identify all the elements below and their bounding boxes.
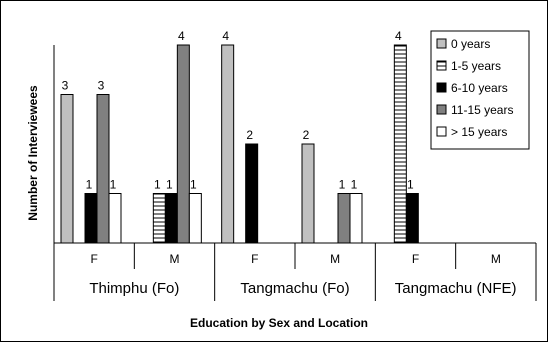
axes-layer: F M F M F M Thimphu (Fo) Tangmachu (Fo) Tangmach… [53,45,537,301]
x-axis-label: Education by Sex and Location [190,316,368,330]
x-tick-label: M [491,252,501,266]
group-label: Tangmachu (NFE) [395,280,517,297]
legend: 0 years 1-5 years 6-10 years 11-15 years > 1… [430,30,530,150]
bar-dark-gray-0 [96,94,110,244]
data-label: 4 [222,29,229,43]
data-label: 1 [154,178,161,192]
legend-entry: 11-15 years [451,103,513,117]
bar-light-gray-0 [60,94,74,244]
bar-horizontal-stripes-4 [393,44,407,244]
data-label: 1 [166,178,173,192]
legend-entry: 0 years [451,37,490,51]
bar-white-0 [108,193,122,244]
bar-black-1 [164,193,178,244]
x-tick-label: M [170,252,180,266]
y-axis-label: Number of Interviewees [26,85,40,221]
legend-box [430,30,530,150]
data-label: 1 [407,178,414,192]
data-label: 4 [395,29,402,43]
bar-white-3 [349,193,363,244]
bar-black-2 [245,143,259,244]
data-label: 3 [98,79,105,93]
x-tick-label: M [330,252,340,266]
bar-white-1 [188,193,202,244]
bars-layer [60,44,419,244]
data-label: 1 [351,178,358,192]
bar-light-gray-3 [301,143,315,244]
x-tick-label: F [251,252,258,266]
legend-entry: 1-5 years [451,59,501,73]
data-label: 2 [246,128,253,142]
group-label: Tangmachu (Fo) [240,280,349,297]
data-label: 2 [303,128,310,142]
legend-swatch [436,126,447,137]
bar-dark-gray-1 [176,44,190,244]
bar-dark-gray-3 [337,193,351,244]
bar-black-0 [84,193,98,244]
x-tick-label: F [412,252,419,266]
bar-light-gray-2 [221,44,235,244]
data-label: 1 [110,178,117,192]
data-label: 1 [339,178,346,192]
data-label: 1 [190,178,197,192]
data-label: 4 [178,29,185,43]
legend-swatch [436,104,447,115]
bar-black-4 [405,193,419,244]
legend-swatch [436,60,447,71]
legend-entry: > 15 years [451,125,507,139]
legend-swatch [436,82,447,93]
legend-entry: 6-10 years [451,81,508,95]
data-label: 3 [62,79,69,93]
bar-horizontal-stripes-1 [152,193,166,244]
data-label: 1 [86,178,93,192]
group-label: Thimphu (Fo) [89,280,179,297]
legend-swatch [436,38,447,49]
x-tick-label: F [90,252,97,266]
